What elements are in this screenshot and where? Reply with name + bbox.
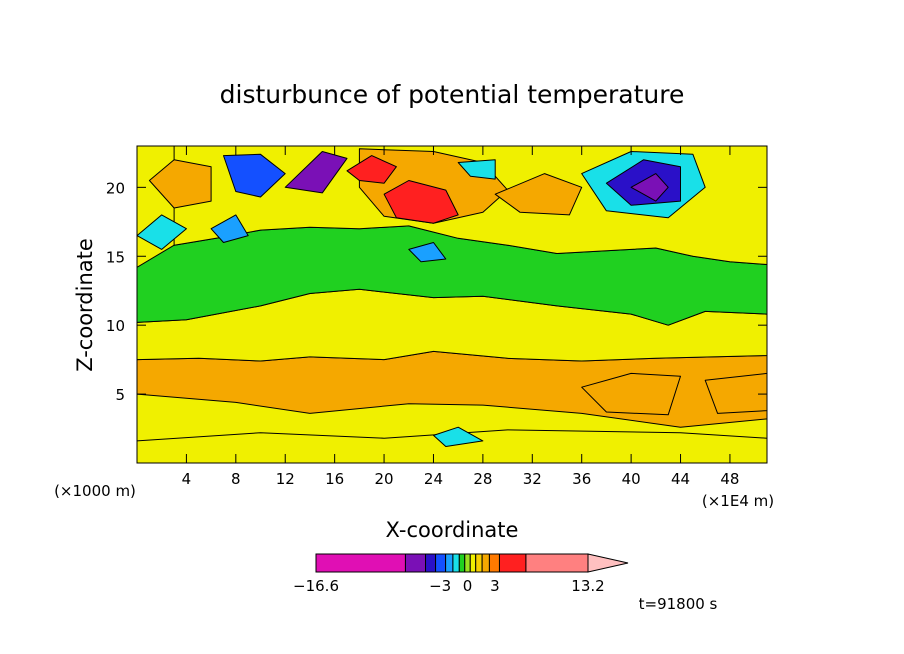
colorbar-segment — [445, 553, 454, 573]
time-label: t=91800 s — [639, 595, 718, 613]
contour-region-11 — [383, 180, 459, 224]
chart-title: disturbunce of potential temperature — [220, 80, 685, 109]
colorbar-tick-label: −16.6 — [293, 577, 339, 595]
x-tick-label: 48 — [720, 470, 739, 488]
x-tick-label: 16 — [325, 470, 344, 488]
x-tick-label: 20 — [375, 470, 394, 488]
contour-region-19 — [210, 214, 249, 243]
plot-area — [136, 145, 768, 464]
x-tick-label: 32 — [523, 470, 542, 488]
y-tick-label: 20 — [106, 179, 125, 197]
plot-frame — [136, 145, 768, 464]
contour-region-10 — [704, 372, 767, 414]
y-axis-label: Z-coordinate — [73, 238, 97, 372]
contour-region-7 — [148, 159, 212, 209]
x-tick-label: 12 — [276, 470, 295, 488]
contour-region-17 — [630, 173, 669, 202]
contour-region-1 — [137, 429, 767, 463]
x-tick-label: 28 — [473, 470, 492, 488]
colorbar-segment — [475, 553, 483, 573]
colorbar-extend-arrow — [587, 553, 629, 573]
colorbar-tick-label: 3 — [490, 577, 500, 595]
x-scale-label: (×1E4 m) — [702, 492, 774, 510]
y-axis-ticks: 5 10 15 20 — [106, 179, 767, 404]
contour-region-13 — [223, 153, 286, 198]
y-tick-label: 10 — [106, 317, 125, 335]
y-tick-label: 5 — [115, 386, 125, 404]
colorbar-segment — [464, 553, 471, 573]
x-tick-label: 36 — [572, 470, 591, 488]
colorbar-segment — [469, 553, 477, 573]
colorbar-tick-label: 13.2 — [571, 577, 604, 595]
colorbar-ticks: −16.6 −3 0 3 13.2 — [293, 577, 605, 595]
x-tick-label: 8 — [231, 470, 241, 488]
x-tick-label: 40 — [622, 470, 641, 488]
colorbar-segment — [458, 553, 466, 573]
x-tick-label: 4 — [182, 470, 192, 488]
x-axis-ticks: 4 8 12 16 20 24 28 32 36 40 44 48 — [182, 146, 739, 488]
contour-region-22 — [433, 426, 484, 447]
y-tick-label: 15 — [106, 248, 125, 266]
x-tick-label: 24 — [424, 470, 443, 488]
colorbar-segment — [425, 553, 437, 573]
colorbar — [315, 553, 629, 573]
x-tick-label: 44 — [671, 470, 690, 488]
contour-region-18 — [137, 214, 187, 250]
colorbar-segment — [498, 553, 527, 573]
colorbar-segment — [452, 553, 460, 573]
colorbar-tick-label: −3 — [429, 577, 451, 595]
colorbar-segment — [315, 553, 406, 573]
contour-region-8 — [494, 173, 583, 216]
contour-regions — [137, 146, 767, 463]
colorbar-segment — [404, 553, 427, 573]
contour-region-14 — [284, 151, 348, 194]
x-unit-label: (×1000 m) — [54, 482, 136, 500]
colorbar-segment — [435, 553, 447, 573]
colorbar-segment — [481, 553, 490, 573]
colorbar-tick-label: 0 — [463, 577, 473, 595]
contour-region-21 — [457, 159, 496, 180]
x-axis-label: X-coordinate — [386, 518, 519, 542]
colorbar-segment — [488, 553, 500, 573]
contour-region-20 — [408, 242, 447, 263]
contour-region-9 — [581, 372, 681, 416]
contour-region-12 — [346, 155, 397, 184]
colorbar-segment — [525, 553, 589, 573]
